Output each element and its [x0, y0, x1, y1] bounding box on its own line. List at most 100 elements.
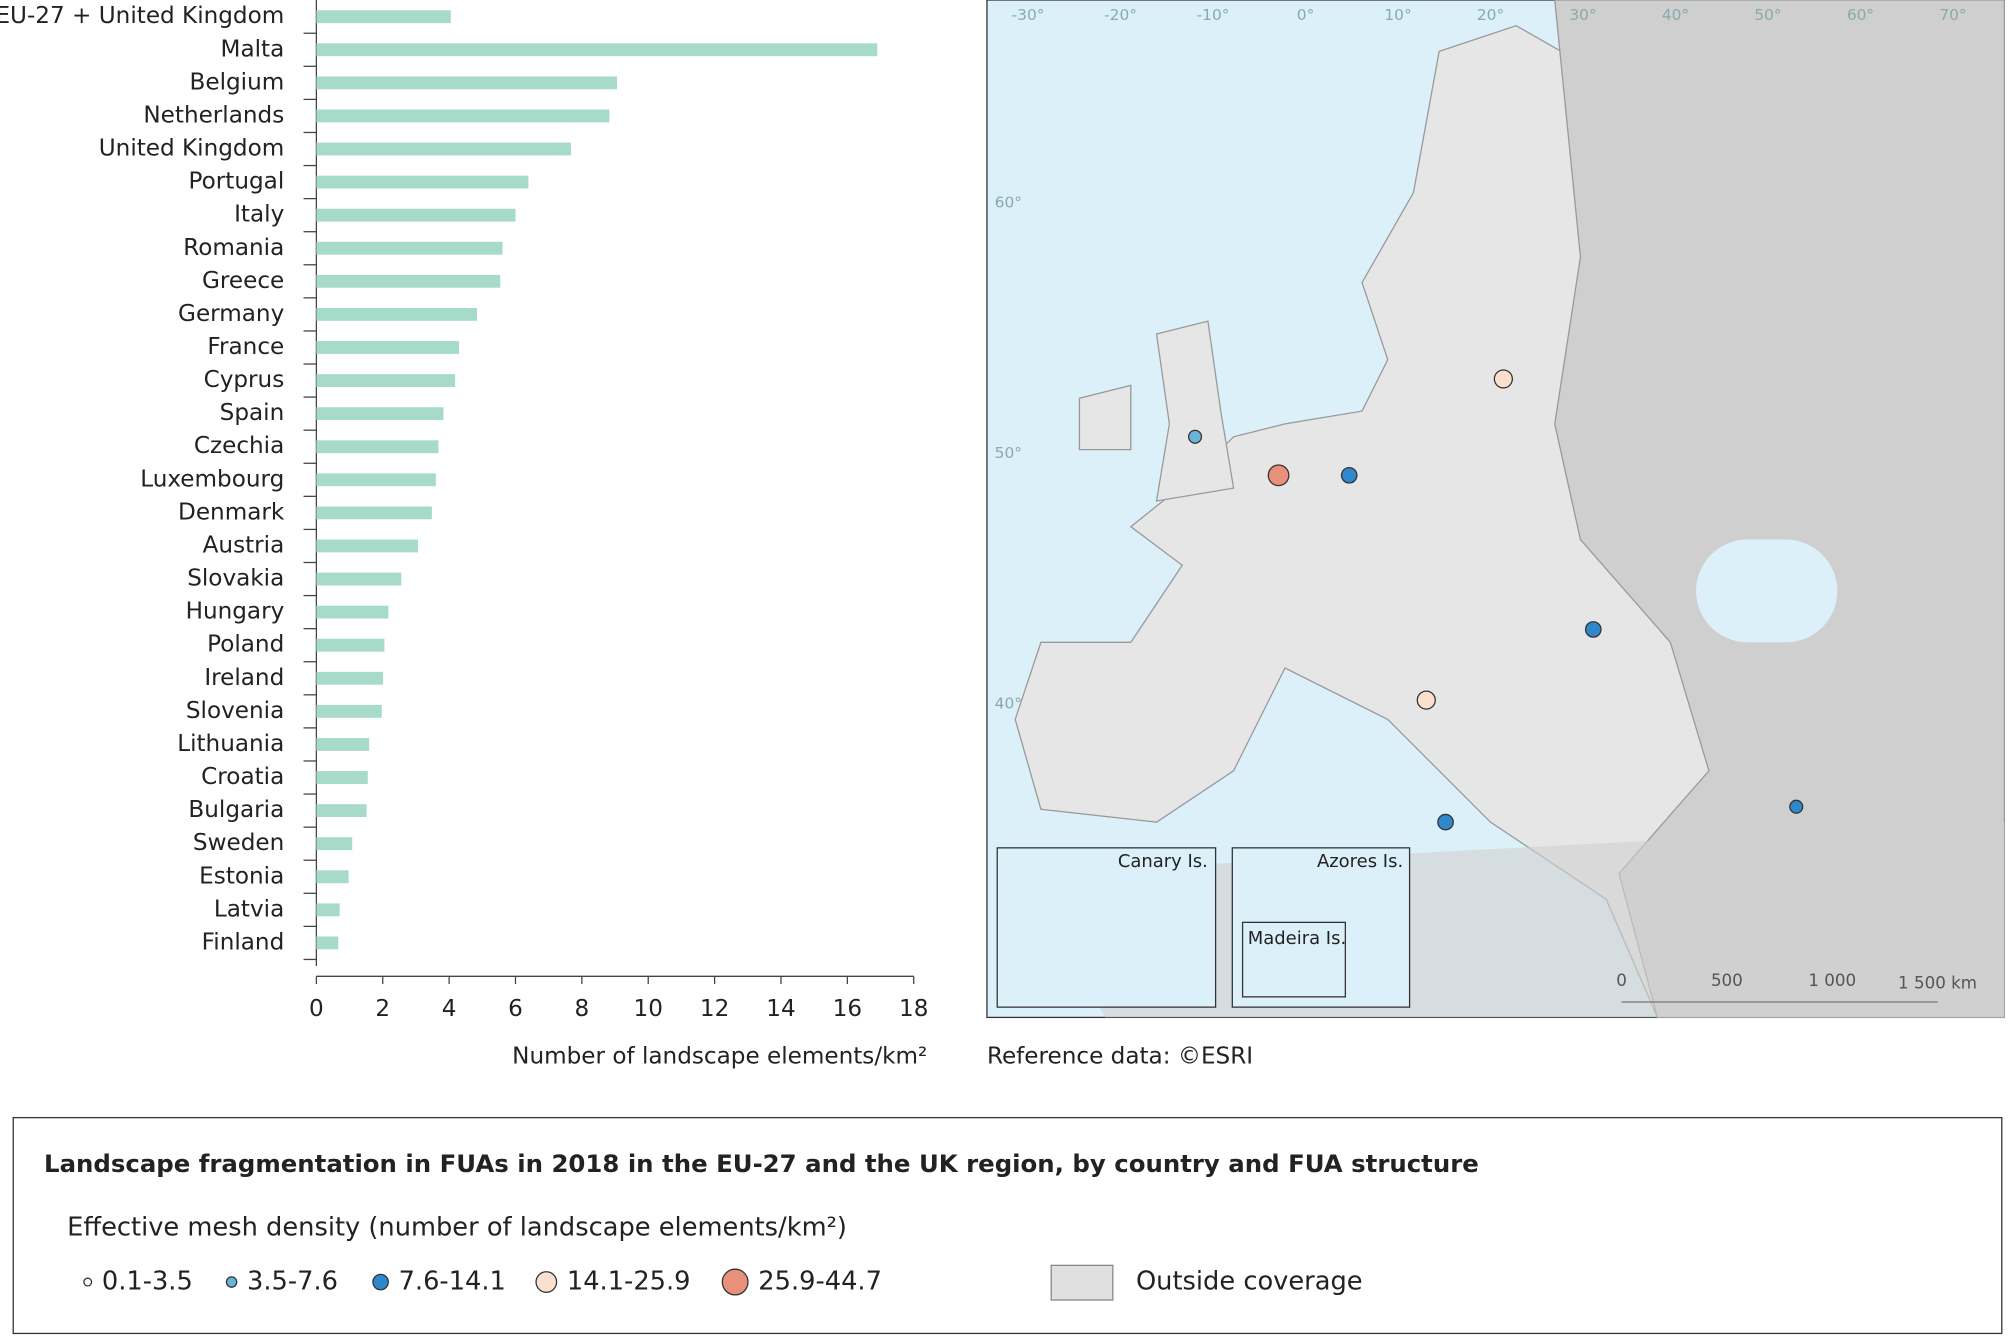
graticule-label: 70° [1939, 6, 1966, 24]
bar [316, 307, 477, 321]
inset [996, 847, 1217, 1008]
fua-dot [1437, 813, 1454, 831]
graticule-label: 40° [995, 694, 1022, 712]
fua-dot [1584, 621, 1602, 638]
bar [316, 374, 456, 387]
bar [316, 671, 384, 685]
fua-dot [1267, 464, 1290, 487]
bar [316, 936, 339, 950]
graticule-label: 30° [1569, 6, 1596, 24]
scale-label: 0 [1616, 970, 1627, 990]
y-tick-label: Lithuania [177, 731, 284, 757]
bar [316, 274, 501, 288]
y-tick-label: Poland [207, 632, 284, 658]
inset [1241, 921, 1346, 998]
x-tick-label: 16 [833, 996, 862, 1022]
y-tick-label: EU-27 + United Kingdom [0, 3, 284, 29]
legend-marker [721, 1268, 749, 1296]
x-tick-label: 0 [309, 996, 324, 1022]
x-tick-label: 10 [634, 996, 663, 1022]
bar [316, 638, 385, 652]
y-tick-label: Bulgaria [188, 797, 284, 823]
legend-label: 7.6-14.1 [399, 1267, 506, 1297]
y-tick-label: Sweden [193, 830, 284, 856]
y-tick-label: Malta [221, 36, 285, 62]
y-tick-label: Hungary [186, 599, 285, 625]
legend-label: 25.9-44.7 [758, 1267, 882, 1297]
scale-label: 1 000 [1808, 970, 1856, 990]
bar [316, 771, 368, 784]
legend-marker [372, 1273, 389, 1291]
y-tick-label: Romania [183, 235, 284, 261]
bar [316, 241, 503, 255]
y-tick-label: Italy [234, 202, 284, 228]
y-tick-label: Belgium [190, 69, 285, 95]
legend-label: 0.1-3.5 [102, 1267, 193, 1297]
bar [316, 704, 382, 718]
y-tick-label: Netherlands [143, 102, 284, 128]
y-tick-label: Cyprus [204, 367, 285, 393]
y-tick-label: Germany [178, 301, 284, 327]
y-tick-label: Croatia [201, 764, 284, 790]
bar [316, 208, 516, 222]
bar [316, 572, 402, 586]
bar [316, 407, 444, 421]
legend-subtitle: Effective mesh density (number of landsc… [67, 1213, 847, 1243]
map: Canary Is. Azores Is. Madeira Is. 0 500 … [986, 0, 2006, 1019]
graticule-label: -10° [1197, 6, 1230, 24]
outside-land [1554, 0, 2006, 1019]
legend-marker [225, 1276, 238, 1288]
bar [316, 10, 451, 24]
y-tick-label: Latvia [214, 896, 284, 922]
legend-title: Landscape fragmentation in FUAs in 2018 … [44, 1149, 1479, 1178]
y-tick-label: France [207, 334, 284, 360]
graticule-label: 60° [1847, 6, 1874, 24]
y-tick-label: Estonia [199, 863, 284, 889]
legend-label: 14.1-25.9 [567, 1267, 691, 1297]
bar [316, 473, 436, 487]
scale-label: 500 [1711, 970, 1743, 990]
bar [316, 341, 460, 354]
y-tick-label: Ireland [204, 665, 284, 691]
y-tick-label: Slovenia [186, 698, 284, 724]
y-tick-label: Spain [220, 400, 285, 426]
legend-swatch [1050, 1264, 1114, 1301]
fua-dot [1187, 429, 1203, 444]
map-reference: Reference data: ©ESRI [987, 1044, 1253, 1070]
y-tick-label: Greece [202, 268, 284, 294]
legend-marker [83, 1277, 93, 1287]
black-sea [1696, 539, 1838, 643]
x-tick-label: 14 [766, 996, 795, 1022]
graticule-label: 10° [1384, 6, 1411, 24]
legend-box [12, 1116, 2003, 1335]
graticule-label: 60° [995, 193, 1022, 211]
graticule-label: 20° [1477, 6, 1504, 24]
bar [316, 43, 878, 57]
inset-label: Azores Is. [1317, 851, 1403, 872]
graticule-label: -30° [1012, 6, 1045, 24]
bar [316, 903, 340, 917]
inset-label: Madeira Is. [1248, 928, 1346, 949]
x-tick-label: 6 [508, 996, 523, 1022]
y-tick-label: Portugal [189, 169, 285, 195]
y-tick-label: Denmark [178, 499, 285, 525]
bar [316, 870, 349, 884]
fua-dot [1493, 369, 1513, 389]
islands [1078, 320, 1235, 502]
x-axis-title: Number of landscape elements/km² [512, 1044, 927, 1070]
x-tick-label: 4 [442, 996, 457, 1022]
y-tick-label: Luxembourg [140, 466, 284, 492]
graticule-label: 50° [995, 444, 1022, 462]
graticule-label: 50° [1754, 6, 1781, 24]
bar [316, 109, 610, 123]
bar [316, 506, 432, 520]
graticule-label: 0° [1297, 6, 1315, 24]
scale-label: 1 500 km [1898, 973, 1977, 993]
graticule-label: 40° [1662, 6, 1689, 24]
bar [316, 76, 618, 90]
bar [316, 142, 571, 156]
bar [316, 837, 353, 851]
y-tick-label: Austria [203, 532, 285, 558]
legend-marker [535, 1271, 558, 1293]
graticule-label: -20° [1104, 6, 1137, 24]
